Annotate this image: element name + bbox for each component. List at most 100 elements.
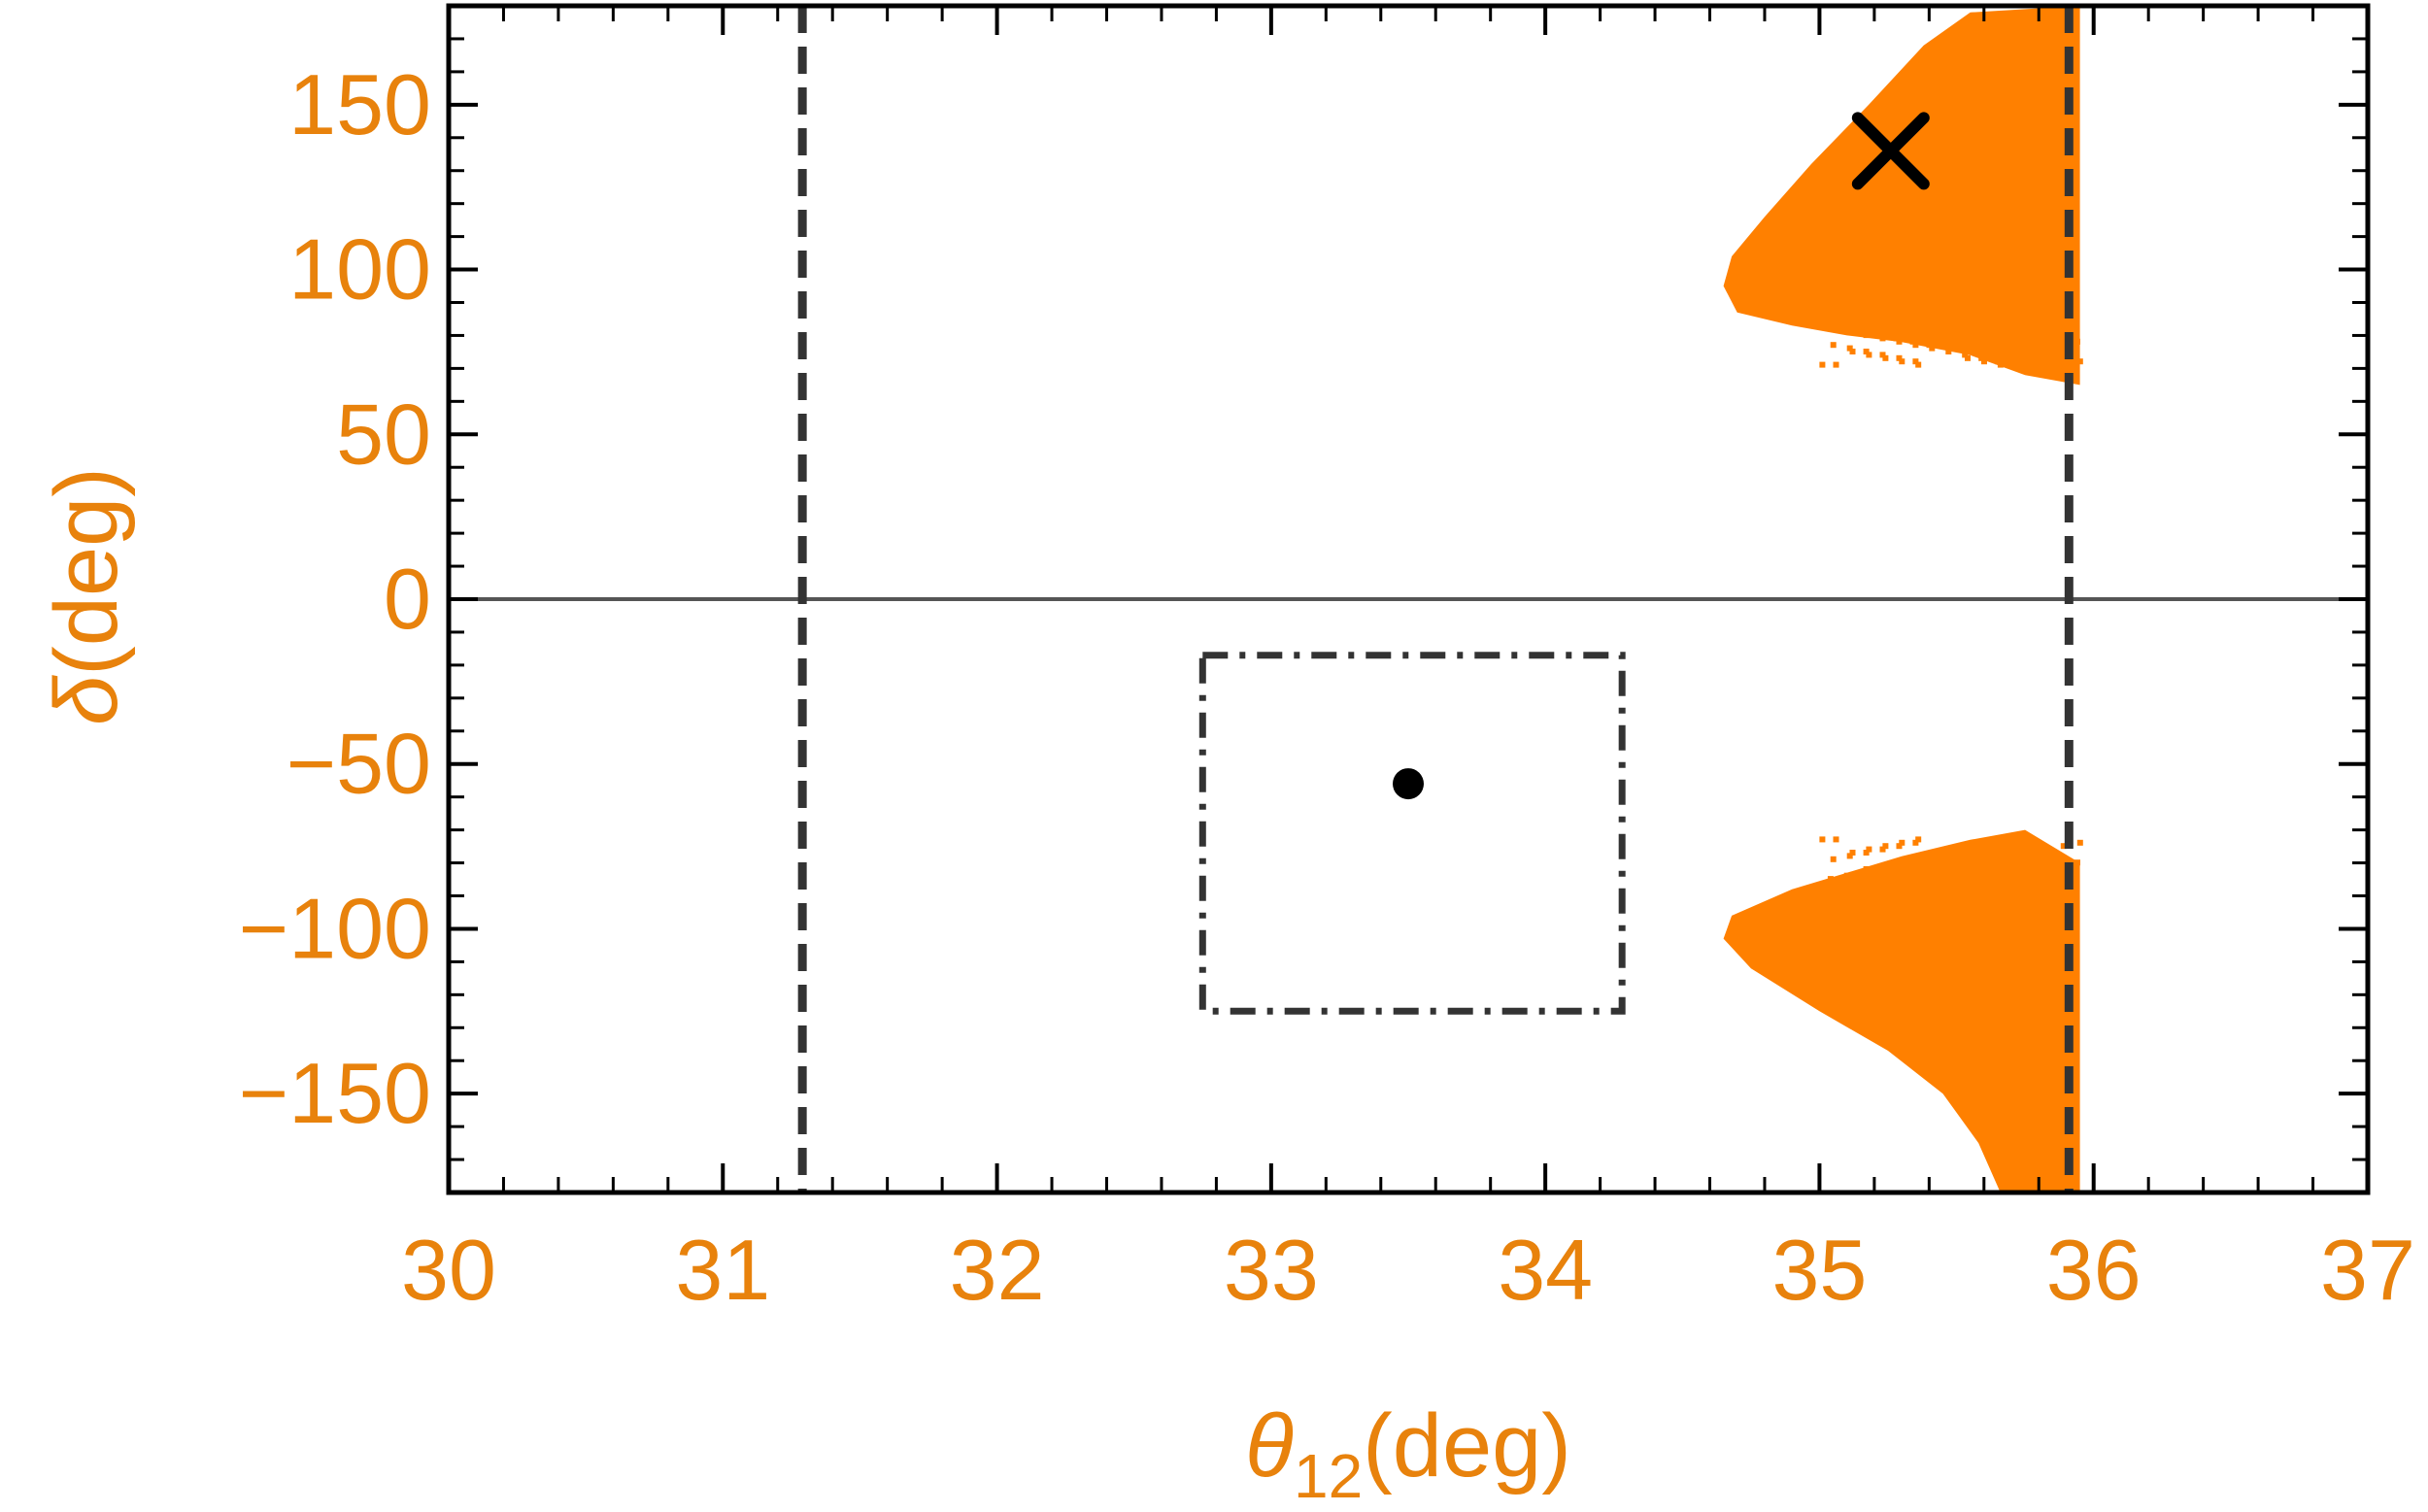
allowed-region-lower-speck xyxy=(2055,882,2062,889)
x-axis-symbol: θ xyxy=(1245,1396,1294,1495)
allowed-region-upper-speck xyxy=(2055,316,2062,322)
allowed-region-lower-speck xyxy=(1945,850,1952,856)
x-axis-unit: (deg) xyxy=(1363,1396,1571,1495)
allowed-region-upper-speck xyxy=(1906,302,1913,309)
allowed-region-upper-speck xyxy=(1882,272,1889,279)
allowed-region-lower-speck xyxy=(1857,889,1864,895)
allowed-region-upper xyxy=(1723,6,2080,386)
allowed-region-lower-speck xyxy=(2074,859,2080,866)
allowed-region-upper-speck xyxy=(2074,338,2080,345)
allowed-region-lower-speck xyxy=(2072,862,2078,869)
allowed-region-upper-speck xyxy=(1822,299,1829,306)
allowed-region-lower-speck xyxy=(1973,882,1979,889)
allowed-region-upper-speck xyxy=(1872,292,1878,299)
allowed-region-lower-speck xyxy=(2003,895,2009,902)
allowed-region-lower-speck xyxy=(1929,853,1936,859)
allowed-region-lower-speck xyxy=(1825,879,1832,886)
allowed-region-upper-speck xyxy=(1849,349,1856,354)
allowed-region-upper-speck xyxy=(1967,292,1973,299)
allowed-region-lower-speck xyxy=(2036,889,2042,895)
allowed-region-upper-speck xyxy=(2013,266,2020,273)
allowed-region-lower-speck xyxy=(1906,879,1913,886)
allowed-region-upper-speck xyxy=(2003,302,2009,309)
allowed-region-upper-speck xyxy=(1970,295,1976,302)
allowed-region-upper-speck xyxy=(1855,288,1862,295)
allowed-region-upper-speck xyxy=(1997,361,2004,368)
allowed-region-upper-speck xyxy=(2008,342,2015,349)
allowed-region-lower-speck xyxy=(1872,905,1878,912)
allowed-region-upper-speck xyxy=(1825,319,1832,325)
allowed-region-upper-speck xyxy=(1983,279,1990,286)
allowed-region-upper-speck xyxy=(2066,279,2073,286)
allowed-region-lower-speck xyxy=(1906,895,1913,902)
y-tick-label: −50 xyxy=(287,716,431,812)
allowed-region-lower-speck xyxy=(1909,859,1916,866)
allowed-region-lower-speck xyxy=(2013,931,2020,938)
allowed-region-upper-speck xyxy=(2076,358,2083,365)
allowed-region-lower-speck xyxy=(1978,843,1985,850)
allowed-region-lower-speck xyxy=(1932,931,1939,938)
allowed-region-upper-speck xyxy=(1825,302,1832,309)
x-axis-subscript: 12 xyxy=(1294,1441,1363,1511)
y-tick-label: 100 xyxy=(288,221,431,318)
allowed-region-upper-speck xyxy=(1906,319,1913,325)
allowed-region-upper-speck xyxy=(1948,269,1955,276)
allowed-region-lower-speck xyxy=(1863,850,1870,856)
allowed-region-upper-speck xyxy=(1942,328,1949,335)
best-fit-dot xyxy=(1393,768,1424,800)
allowed-region-lower-speck xyxy=(2011,853,2017,859)
allowed-region-lower-speck xyxy=(1967,905,1973,912)
allowed-region-lower-speck xyxy=(1836,931,1842,938)
allowed-region-upper-speck xyxy=(1879,352,1886,358)
allowed-region-upper-speck xyxy=(1879,335,1886,342)
allowed-region-lower-speck xyxy=(1830,856,1837,862)
allowed-region-lower-speck xyxy=(1923,892,1930,899)
y-tick-label: 150 xyxy=(288,56,431,152)
allowed-region-upper-speck xyxy=(1909,338,1916,345)
y-tick-label: 0 xyxy=(384,551,431,647)
y-axis-unit: (deg) xyxy=(37,467,136,676)
allowed-region-lower-speck xyxy=(2052,902,2059,909)
allowed-region-upper-speck xyxy=(1929,345,1936,352)
allowed-region-lower-speck xyxy=(1915,836,1922,843)
allowed-region-lower-speck xyxy=(1885,922,1892,928)
allowed-region-upper-speck xyxy=(1830,342,1837,349)
allowed-region-lower-speck xyxy=(1912,856,1919,862)
allowed-region-upper-speck xyxy=(1893,319,1900,325)
allowed-region-lower-speck xyxy=(2046,925,2053,931)
x-tick-label: 36 xyxy=(2046,1222,2141,1318)
allowed-region-upper-speck xyxy=(1846,345,1853,352)
allowed-region-lower-speck xyxy=(1855,892,1862,899)
x-tick-label: 35 xyxy=(1771,1222,1867,1318)
allowed-region-upper-speck xyxy=(2041,349,2048,354)
y-axis-label: δ(deg) xyxy=(37,467,136,725)
reference-lines xyxy=(449,6,2368,1193)
allowed-region-upper-speck xyxy=(1992,338,1999,345)
allowed-region-upper-speck xyxy=(1912,342,1919,349)
allowed-region-lower-speck xyxy=(1902,919,1908,925)
allowed-region-upper-speck xyxy=(1896,354,1903,361)
allowed-region-upper-speck xyxy=(1873,312,1880,319)
allowed-region-lower-speck xyxy=(1965,843,1971,850)
allowed-region-lower-speck xyxy=(1879,846,1886,853)
allowed-region-lower-speck xyxy=(1997,836,2004,843)
allowed-region-lower-speck xyxy=(1970,902,1976,909)
allowed-region-lower-speck xyxy=(1948,928,1955,935)
allowed-region-lower-speck xyxy=(1873,886,1880,892)
allowed-region-upper-speck xyxy=(1866,269,1872,276)
allowed-region-lower-speck xyxy=(2013,915,2020,922)
allowed-region-lower-speck xyxy=(1869,909,1875,916)
allowed-region-lower-speck xyxy=(2028,850,2034,856)
allowed-region-lower-speck xyxy=(1879,862,1886,869)
allowed-region-lower-speck xyxy=(1970,886,1976,892)
allowed-region-upper-speck xyxy=(2072,335,2078,342)
allowed-region-lower-speck xyxy=(1981,922,1987,928)
allowed-region-lower-speck xyxy=(1992,859,1999,866)
allowed-region-upper-speck xyxy=(1819,361,1826,368)
tick-labels: 30 31 32 33 34 35 36 37 −150 −100 −50 0 50 100 150 xyxy=(239,56,2415,1318)
allowed-region-upper-speck xyxy=(2041,332,2048,339)
allowed-region-upper-speck xyxy=(2043,352,2050,358)
allowed-region-upper-speck xyxy=(1860,328,1867,335)
allowed-region-lower-speck xyxy=(2016,912,2023,919)
allowed-region-lower-speck xyxy=(1866,846,1872,853)
